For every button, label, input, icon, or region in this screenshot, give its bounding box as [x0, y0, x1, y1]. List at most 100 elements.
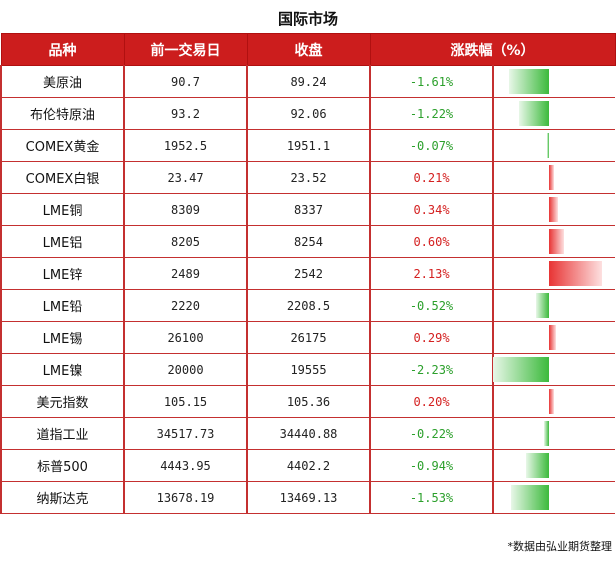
cell-name: 美原油: [0, 65, 125, 98]
table-row: LME铅 2220 2208.5 -0.52%: [0, 289, 615, 322]
cell-prev: 23.47: [123, 161, 248, 194]
cell-close: 89.24: [246, 65, 371, 98]
change-bar: [536, 293, 549, 318]
cell-bar: [492, 65, 615, 98]
cell-name: COMEX黄金: [0, 129, 125, 162]
cell-close: 23.52: [246, 161, 371, 194]
change-bar: [508, 69, 549, 94]
cell-close: 34440.88: [246, 417, 371, 450]
cell-name: LME铅: [0, 289, 125, 322]
cell-name: LME镍: [0, 353, 125, 386]
cell-name: LME铝: [0, 225, 125, 258]
cell-change: -1.22%: [369, 97, 494, 130]
cell-close: 4402.2: [246, 449, 371, 482]
cell-prev: 90.7: [123, 65, 248, 98]
cell-change: 0.20%: [369, 385, 494, 418]
cell-close: 19555: [246, 353, 371, 386]
cell-close: 1951.1: [246, 129, 371, 162]
cell-bar: [492, 161, 615, 194]
change-bar: [549, 325, 557, 350]
cell-bar: [492, 97, 615, 130]
cell-change: -0.52%: [369, 289, 494, 322]
cell-close: 92.06: [246, 97, 371, 130]
table-row: LME锡 26100 26175 0.29%: [0, 321, 615, 354]
change-bar: [510, 485, 549, 510]
cell-name: 纳斯达克: [0, 481, 125, 514]
cell-prev: 8205: [123, 225, 248, 258]
cell-change: 0.60%: [369, 225, 494, 258]
table-row: 道指工业 34517.73 34440.88 -0.22%: [0, 417, 615, 450]
table-row: COMEX白银 23.47 23.52 0.21%: [0, 161, 615, 194]
change-bar: [518, 101, 549, 126]
table-row: 纳斯达克 13678.19 13469.13 -1.53%: [0, 481, 615, 514]
table-row: 美元指数 105.15 105.36 0.20%: [0, 385, 615, 418]
cell-close: 2542: [246, 257, 371, 290]
cell-prev: 8309: [123, 193, 248, 226]
cell-prev: 93.2: [123, 97, 248, 130]
table-row: LME铜 8309 8337 0.34%: [0, 193, 615, 226]
cell-prev: 4443.95: [123, 449, 248, 482]
cell-prev: 20000: [123, 353, 248, 386]
cell-prev: 2220: [123, 289, 248, 322]
table-row: 标普500 4443.95 4402.2 -0.94%: [0, 449, 615, 482]
header-close: 收盘: [246, 33, 371, 66]
cell-close: 8254: [246, 225, 371, 258]
cell-name: COMEX白银: [0, 161, 125, 194]
cell-change: 0.29%: [369, 321, 494, 354]
cell-bar: [492, 321, 615, 354]
cell-bar: [492, 257, 615, 290]
cell-bar: [492, 289, 615, 322]
change-bar: [543, 421, 549, 446]
cell-prev: 105.15: [123, 385, 248, 418]
cell-change: 2.13%: [369, 257, 494, 290]
table-row: LME铝 8205 8254 0.60%: [0, 225, 615, 258]
change-bar: [493, 357, 549, 382]
cell-name: 道指工业: [0, 417, 125, 450]
cell-bar: [492, 353, 615, 386]
header-row: 品种 前一交易日 收盘 涨跌幅（%）: [0, 33, 616, 66]
change-bar: [549, 389, 554, 414]
cell-bar: [492, 225, 615, 258]
cell-bar: [492, 193, 615, 226]
cell-change: -0.22%: [369, 417, 494, 450]
change-bar: [549, 229, 564, 254]
market-table: 品种 前一交易日 收盘 涨跌幅（%） 美原油 90.7 89.24 -1.61% 布伦特…: [0, 33, 616, 514]
cell-close: 2208.5: [246, 289, 371, 322]
cell-name: LME锌: [0, 257, 125, 290]
cell-bar: [492, 417, 615, 450]
table-row: LME锌 2489 2542 2.13%: [0, 257, 615, 290]
table-row: LME镍 20000 19555 -2.23%: [0, 353, 615, 386]
cell-change: -0.94%: [369, 449, 494, 482]
footnote: *数据由弘业期货整理: [507, 540, 613, 553]
cell-bar: [492, 449, 615, 482]
cell-prev: 26100: [123, 321, 248, 354]
header-change: 涨跌幅（%）: [369, 33, 616, 66]
page-title: 国际市场: [277, 10, 338, 28]
cell-change: -2.23%: [369, 353, 494, 386]
cell-change: -0.07%: [369, 129, 494, 162]
change-bar: [549, 197, 558, 222]
header-variety: 品种: [0, 33, 125, 66]
cell-bar: [492, 385, 615, 418]
cell-prev: 2489: [123, 257, 248, 290]
cell-change: 0.21%: [369, 161, 494, 194]
cell-change: -1.61%: [369, 65, 494, 98]
cell-close: 105.36: [246, 385, 371, 418]
cell-change: 0.34%: [369, 193, 494, 226]
cell-bar: [492, 481, 615, 514]
cell-name: 美元指数: [0, 385, 125, 418]
cell-change: -1.53%: [369, 481, 494, 514]
cell-close: 13469.13: [246, 481, 371, 514]
cell-name: 标普500: [0, 449, 125, 482]
change-bar: [547, 133, 549, 158]
change-bar: [549, 165, 555, 190]
cell-name: 布伦特原油: [0, 97, 125, 130]
table-row: 布伦特原油 93.2 92.06 -1.22%: [0, 97, 615, 130]
header-prev: 前一交易日: [123, 33, 248, 66]
cell-bar: [492, 129, 615, 162]
cell-prev: 1952.5: [123, 129, 248, 162]
change-bar: [549, 261, 603, 286]
cell-name: LME锡: [0, 321, 125, 354]
change-bar: [525, 453, 549, 478]
cell-prev: 13678.19: [123, 481, 248, 514]
